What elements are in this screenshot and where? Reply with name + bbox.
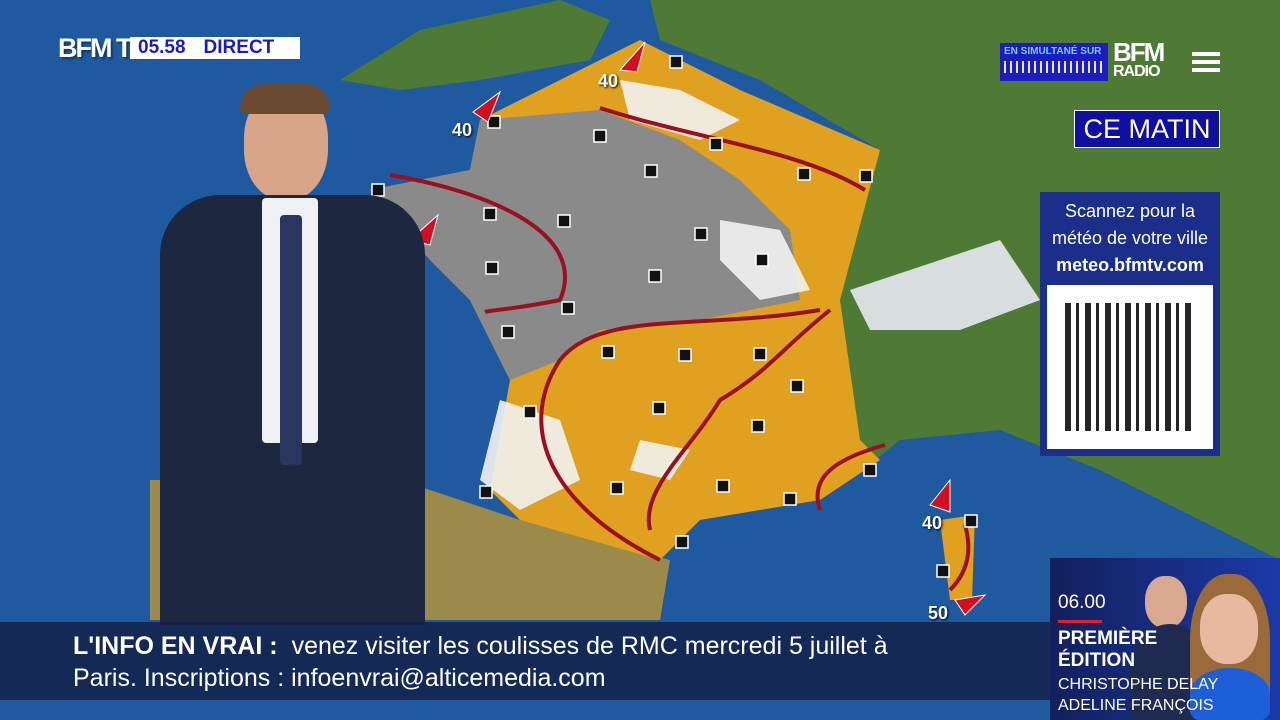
wind-speed-label: 50 [928, 603, 949, 623]
clock: 05.58 [138, 37, 186, 58]
land-alps [850, 240, 1040, 330]
bfm-radio-logo: BFM RADIO [1113, 37, 1165, 80]
city-markers [371, 55, 978, 578]
france-cloudy [370, 110, 800, 380]
menu-icon[interactable] [1192, 52, 1220, 72]
clouds-white [480, 80, 810, 510]
ticker-line-2: Paris. Inscriptions : infoenvrai@alticem… [73, 664, 606, 692]
wind-speed-label: 40 [452, 120, 473, 140]
qr-text-1: Scannez pour la [1064, 201, 1196, 221]
ticker-label: L'INFO EN VRAI : [73, 632, 278, 660]
show-title-2: ÉDITION [1058, 650, 1136, 671]
show-hosts: CHRISTOPHE DELAY ADELINE FRANÇOIS [1058, 674, 1218, 716]
ticker-line-1: venez visiter les coulisses de RMC mercr… [291, 632, 888, 660]
news-ticker: L'INFO EN VRAI : venez visiter les coulis… [0, 622, 1050, 700]
wind-speed-label: 40 [598, 71, 619, 91]
qr-text-2: météo de votre ville [1051, 228, 1209, 248]
show-title-1: PREMIÈRE [1058, 628, 1158, 649]
show-title: PREMIÈRE ÉDITION [1058, 628, 1157, 672]
simulcast-badge: EN SIMULTANÉ SUR [1000, 43, 1108, 81]
qr-panel: Scannez pour la météo de votre ville met… [1040, 192, 1220, 456]
show-time: 06.00 [1058, 592, 1106, 613]
next-show-promo: 06.00 PREMIÈRE ÉDITION CHRISTOPHE DELAY AD… [1050, 558, 1280, 720]
audio-wave-icon [1004, 61, 1104, 73]
weather-fronts [389, 106, 971, 592]
section-label: CE MATIN [1074, 110, 1220, 148]
live-badge: 05.58 DIRECT [130, 37, 300, 59]
host-2: ADELINE FRANÇOIS [1058, 697, 1214, 714]
direct-label: DIRECT [203, 37, 275, 58]
qr-url: meteo.bfmtv.com [1056, 255, 1204, 275]
qr-code[interactable] [1047, 285, 1213, 449]
radio-logo-bottom: RADIO [1113, 63, 1161, 80]
radio-logo-top: BFM [1113, 37, 1165, 67]
host-1: CHRISTOPHE DELAY [1058, 676, 1219, 693]
simulcast-label: EN SIMULTANÉ SUR [1004, 46, 1102, 57]
land-uk [340, 0, 610, 90]
wind-speed-label: 40 [922, 513, 943, 533]
red-divider [1058, 620, 1102, 623]
